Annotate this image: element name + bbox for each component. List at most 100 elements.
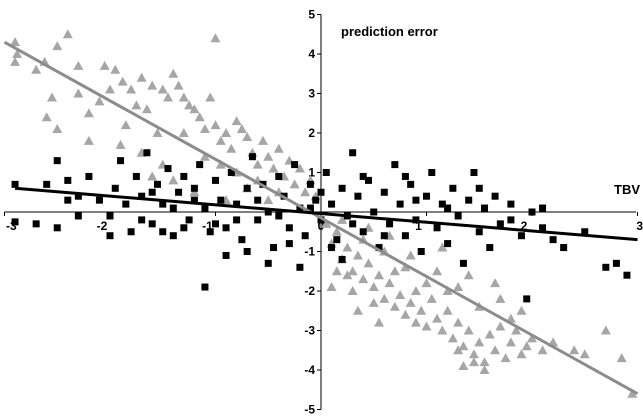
triangle-point xyxy=(210,120,221,130)
square-point xyxy=(270,244,278,252)
square-point xyxy=(338,255,346,263)
triangle-point xyxy=(500,353,511,363)
triangle-point xyxy=(516,349,527,359)
square-point xyxy=(291,161,299,169)
square-point xyxy=(233,200,241,208)
triangle-point xyxy=(221,128,232,137)
x-tick-label: 0 xyxy=(318,219,325,233)
square-point xyxy=(138,192,146,200)
square-point xyxy=(454,212,462,220)
triangle-point xyxy=(178,128,189,137)
square-point xyxy=(444,204,452,212)
square-point xyxy=(222,251,230,259)
triangle-point xyxy=(453,345,464,355)
square-point xyxy=(375,244,383,252)
square-point xyxy=(417,248,425,255)
square-point xyxy=(238,236,246,244)
square-point xyxy=(623,271,631,279)
triangle-point xyxy=(46,92,57,102)
square-point xyxy=(148,220,156,228)
square-point xyxy=(74,192,82,200)
square-point xyxy=(470,169,478,176)
y-tick-label: -4 xyxy=(304,363,315,377)
square-point xyxy=(396,200,404,208)
triangle-point xyxy=(374,270,385,280)
square-point xyxy=(359,172,367,180)
square-point xyxy=(212,176,219,184)
square-point xyxy=(349,149,357,157)
triangle-point xyxy=(168,175,179,185)
square-point xyxy=(106,212,114,220)
triangle-point xyxy=(389,301,400,311)
triangle-point xyxy=(331,266,342,276)
square-point xyxy=(159,200,167,208)
triangle-point xyxy=(479,365,490,374)
square-point xyxy=(74,212,82,220)
triangle-point xyxy=(62,29,73,39)
triangle-point xyxy=(189,104,200,114)
triangle-point xyxy=(400,309,411,319)
square-point xyxy=(407,180,415,188)
triangle-point xyxy=(294,163,305,173)
square-point xyxy=(11,180,19,188)
square-point xyxy=(196,161,204,169)
triangle-point xyxy=(468,357,479,367)
triangle-point xyxy=(83,108,94,118)
square-point xyxy=(549,236,557,244)
square-point xyxy=(354,192,362,200)
triangle-point xyxy=(421,321,432,331)
square-point xyxy=(438,200,446,208)
square-point xyxy=(217,196,225,204)
square-point xyxy=(248,153,256,161)
square-point xyxy=(264,259,272,267)
y-ticks: -5 -4 -3 -2 -1 1 2 3 4 5 xyxy=(304,8,321,416)
triangle-point xyxy=(242,131,253,141)
square-point xyxy=(496,220,504,228)
square-point xyxy=(201,204,209,212)
triangle-point xyxy=(437,325,448,335)
triangle-point xyxy=(110,64,121,74)
triangle-point xyxy=(342,242,353,252)
x-axis-title: TBV xyxy=(614,182,640,197)
square-point xyxy=(285,224,293,232)
square-point xyxy=(85,172,93,180)
square-point xyxy=(132,172,140,180)
square-point xyxy=(444,240,452,248)
square-point xyxy=(185,216,193,224)
x-tick-label: 1 xyxy=(415,219,422,233)
square-point xyxy=(433,224,441,232)
square-point xyxy=(127,228,135,236)
triangle-point xyxy=(184,100,195,110)
triangle-point xyxy=(105,84,115,94)
square-point xyxy=(153,180,161,188)
square-point xyxy=(106,232,114,240)
square-point xyxy=(328,200,336,208)
triangle-point xyxy=(627,388,638,398)
y-tick-label: -3 xyxy=(304,324,315,338)
square-point xyxy=(317,216,325,224)
triangle-point xyxy=(136,72,147,82)
square-point xyxy=(143,149,151,157)
square-point xyxy=(528,208,536,216)
triangle-point xyxy=(252,159,263,169)
x-ticks: -3 -2 -1 0 1 2 3 xyxy=(4,212,643,233)
square-point xyxy=(459,259,467,267)
triangle-point xyxy=(358,274,369,284)
square-point xyxy=(539,204,547,212)
triangle-point xyxy=(337,214,348,224)
triangle-point xyxy=(178,92,189,102)
triangle-point xyxy=(352,305,363,315)
square-trendline xyxy=(14,186,638,242)
triangle-point xyxy=(453,282,464,292)
square-point xyxy=(428,169,436,176)
square-point xyxy=(243,248,251,255)
square-point xyxy=(328,244,336,252)
triangle-point xyxy=(168,68,179,78)
triangle-point xyxy=(115,139,126,149)
triangle-point xyxy=(147,80,158,90)
x-tick-label: 2 xyxy=(521,219,528,233)
square-point xyxy=(138,216,146,224)
triangle-point xyxy=(432,266,443,276)
square-point xyxy=(117,157,125,165)
